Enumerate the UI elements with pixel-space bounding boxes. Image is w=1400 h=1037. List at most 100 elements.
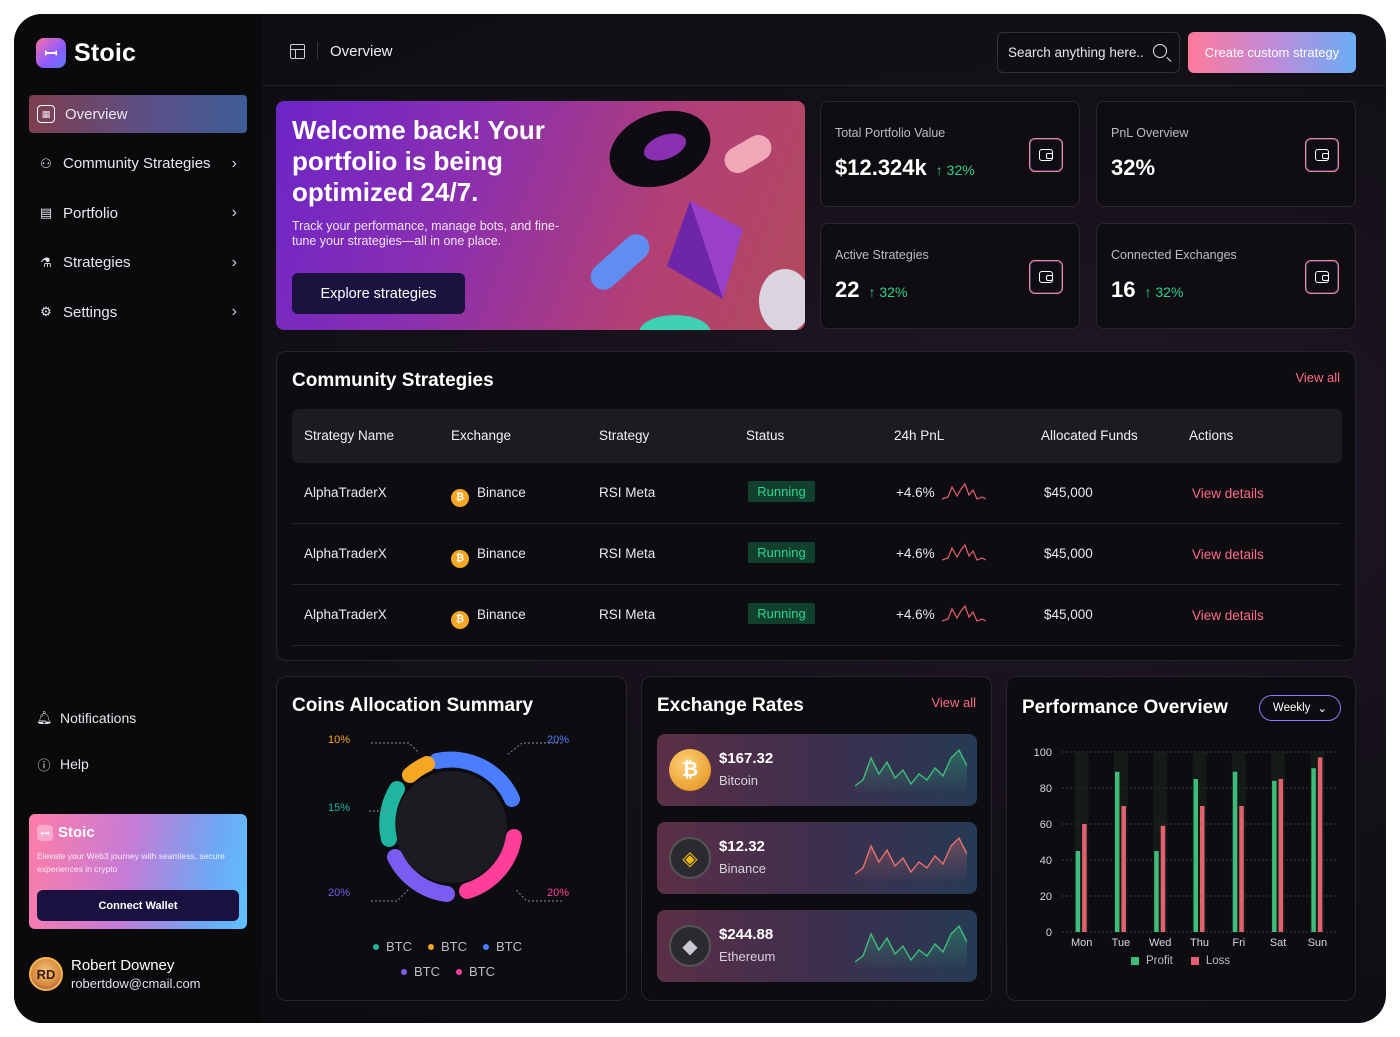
rate-price: $244.88 bbox=[719, 926, 774, 943]
search-placeholder: Search anything here.. bbox=[1008, 45, 1144, 60]
exchange-rate-card-binance[interactable]: ◈ $12.32 Binance bbox=[657, 822, 977, 894]
grid-icon: ▦ bbox=[37, 105, 55, 123]
view-all-link[interactable]: View all bbox=[931, 695, 976, 710]
search-icon[interactable] bbox=[1153, 44, 1167, 58]
chevron-right-icon: › bbox=[231, 204, 237, 221]
exchange-rate-card-bitcoin[interactable]: ₿ $167.32 Bitcoin bbox=[657, 734, 977, 806]
stat-value: 16 ↑ 32% bbox=[1111, 277, 1183, 303]
view-details-link[interactable]: View details bbox=[1192, 608, 1264, 623]
profit-bar bbox=[1311, 768, 1316, 932]
community-strategies-panel: Community Strategies View all Strategy N… bbox=[276, 351, 1356, 661]
legend-label: Loss bbox=[1205, 955, 1231, 967]
table-row[interactable]: AlphaTraderX ₿ Binance RSI Meta Running +… bbox=[292, 585, 1342, 646]
gear-icon: ⚙ bbox=[40, 304, 52, 319]
sidebar-item-strategies[interactable]: ⚗ Strategies › bbox=[29, 244, 247, 282]
layout-toggle-icon[interactable] bbox=[290, 44, 305, 59]
legend-swatch bbox=[1131, 957, 1139, 965]
stat-card-pnl-overview[interactable]: PnL Overview 32% bbox=[1096, 101, 1356, 207]
pnl-value: +4.6% bbox=[896, 546, 935, 561]
panel-title: Community Strategies bbox=[292, 370, 494, 391]
legend-item: BTC bbox=[456, 964, 495, 979]
legend-item: BTC bbox=[483, 939, 522, 954]
brand[interactable]: ꟷ Stoic bbox=[36, 38, 136, 68]
sidebar-item-notifications[interactable]: 🔔︎ Notifications bbox=[36, 706, 136, 730]
allocation-label: 15% bbox=[328, 802, 351, 814]
bitcoin-icon: ₿ bbox=[669, 749, 711, 791]
x-tick-label: Fri bbox=[1232, 937, 1245, 949]
brand-name: Stoic bbox=[74, 38, 137, 67]
sidebar-item-label: Community Strategies bbox=[63, 155, 211, 172]
stat-card-total-portfolio-value[interactable]: Total Portfolio Value $12.324k ↑ 32% bbox=[820, 101, 1080, 207]
legend-label: BTC bbox=[496, 939, 522, 954]
rate-price: $12.32 bbox=[719, 838, 765, 855]
stat-label: Connected Exchanges bbox=[1111, 248, 1237, 262]
column-header: Strategy bbox=[599, 428, 650, 443]
page-title: Overview bbox=[330, 43, 393, 60]
loss-bar bbox=[1200, 806, 1205, 932]
connect-wallet-button[interactable]: Connect Wallet bbox=[37, 890, 239, 921]
stat-delta: ↑ 32% bbox=[1144, 284, 1183, 300]
allocated-funds: $45,000 bbox=[1044, 546, 1093, 561]
explore-strategies-button[interactable]: Explore strategies bbox=[292, 273, 465, 314]
welcome-banner: Welcome back! Your portfolio is being op… bbox=[276, 101, 805, 330]
x-tick-label: Sun bbox=[1308, 937, 1328, 949]
pnl-sparkline bbox=[942, 543, 986, 561]
users-icon: ⚇ bbox=[40, 155, 52, 171]
sidebar-item-settings[interactable]: ⚙ Settings › bbox=[29, 293, 247, 331]
user-profile[interactable]: RD Robert Downey robertdow@cmail.com bbox=[29, 957, 201, 991]
view-details-link[interactable]: View details bbox=[1192, 547, 1264, 562]
column-header: Allocated Funds bbox=[1041, 428, 1138, 443]
table-row[interactable]: AlphaTraderX ₿ Binance RSI Meta Running +… bbox=[292, 463, 1342, 524]
sidebar-bottom-nav: 🔔︎ Notifications ⓘ Help bbox=[36, 706, 136, 798]
exchange-name: Binance bbox=[477, 546, 526, 561]
x-tick-label: Sat bbox=[1270, 937, 1287, 949]
loss-bar bbox=[1278, 779, 1284, 932]
allocated-funds: $45,000 bbox=[1044, 485, 1093, 500]
profit-bar bbox=[1272, 780, 1277, 932]
period-select[interactable]: Weekly ⌄ bbox=[1259, 695, 1341, 721]
promo-text: Elevate your Web3 journey with seamless,… bbox=[37, 851, 225, 874]
sidebar-item-portfolio[interactable]: ▤ Portfolio › bbox=[29, 194, 247, 232]
exchange-rate-card-ethereum[interactable]: ◆ $244.88 Ethereum bbox=[657, 910, 977, 982]
sidebar-item-overview[interactable]: ▦ Overview bbox=[29, 95, 247, 133]
coins-allocation-panel: Coins Allocation Summary 10% 20% 15% 20%… bbox=[276, 676, 627, 1001]
stat-value-text: 32% bbox=[1111, 155, 1156, 180]
exchange-cell: ₿ Binance bbox=[451, 485, 526, 507]
status-badge: Running bbox=[748, 603, 815, 624]
search-input[interactable]: Search anything here.. bbox=[997, 32, 1180, 73]
legend-item: BTC bbox=[373, 939, 412, 954]
x-tick-label: Wed bbox=[1149, 937, 1171, 949]
strategy-type: RSI Meta bbox=[599, 607, 656, 622]
sidebar-item-label: Strategies bbox=[63, 254, 131, 271]
view-details-link[interactable]: View details bbox=[1192, 486, 1264, 501]
table-row[interactable]: AlphaTraderX ₿ Binance RSI Meta Running +… bbox=[292, 524, 1342, 585]
flask-icon: ⚗ bbox=[40, 254, 52, 270]
sidebar-item-help[interactable]: ⓘ Help bbox=[36, 752, 136, 776]
view-all-link[interactable]: View all bbox=[1295, 370, 1340, 385]
create-custom-strategy-button[interactable]: Create custom strategy bbox=[1188, 32, 1356, 73]
user-email: robertdow@cmail.com bbox=[71, 976, 201, 991]
legend-label: BTC bbox=[414, 964, 440, 979]
legend-label: BTC bbox=[386, 939, 412, 954]
chevron-down-icon: ⌄ bbox=[1317, 703, 1328, 715]
help-icon: ⓘ bbox=[37, 757, 51, 773]
stat-card-active-strategies[interactable]: Active Strategies 22 ↑ 32% bbox=[820, 223, 1080, 329]
document-icon: ▤ bbox=[39, 205, 53, 220]
performance-overview-panel: Performance Overview Weekly ⌄ 0 20 40 60 80 1… bbox=[1006, 676, 1356, 1001]
chevron-right-icon: › bbox=[231, 303, 237, 320]
stoic-logo-icon: ꟷ bbox=[36, 38, 66, 68]
arrow-up-icon: ↑ bbox=[1144, 284, 1156, 300]
stat-card-connected-exchanges[interactable]: Connected Exchanges 16 ↑ 32% bbox=[1096, 223, 1356, 329]
table-header: Strategy Name Exchange Strategy Status 2… bbox=[292, 409, 1342, 463]
legend-label: BTC bbox=[441, 939, 467, 954]
legend-dot bbox=[456, 968, 462, 975]
pnl-value: +4.6% bbox=[896, 607, 935, 622]
stoic-logo-icon: ꟷ bbox=[37, 824, 53, 841]
stat-value-text: $12.324k bbox=[835, 155, 927, 180]
stat-label: Active Strategies bbox=[835, 248, 929, 262]
loss-bar bbox=[1082, 824, 1087, 932]
allocation-donut-chart bbox=[369, 742, 562, 902]
legend-item: BTC bbox=[401, 964, 440, 979]
sidebar-item-community-strategies[interactable]: ⚇ Community Strategies › bbox=[29, 145, 247, 183]
stat-value: 22 ↑ 32% bbox=[835, 277, 907, 303]
